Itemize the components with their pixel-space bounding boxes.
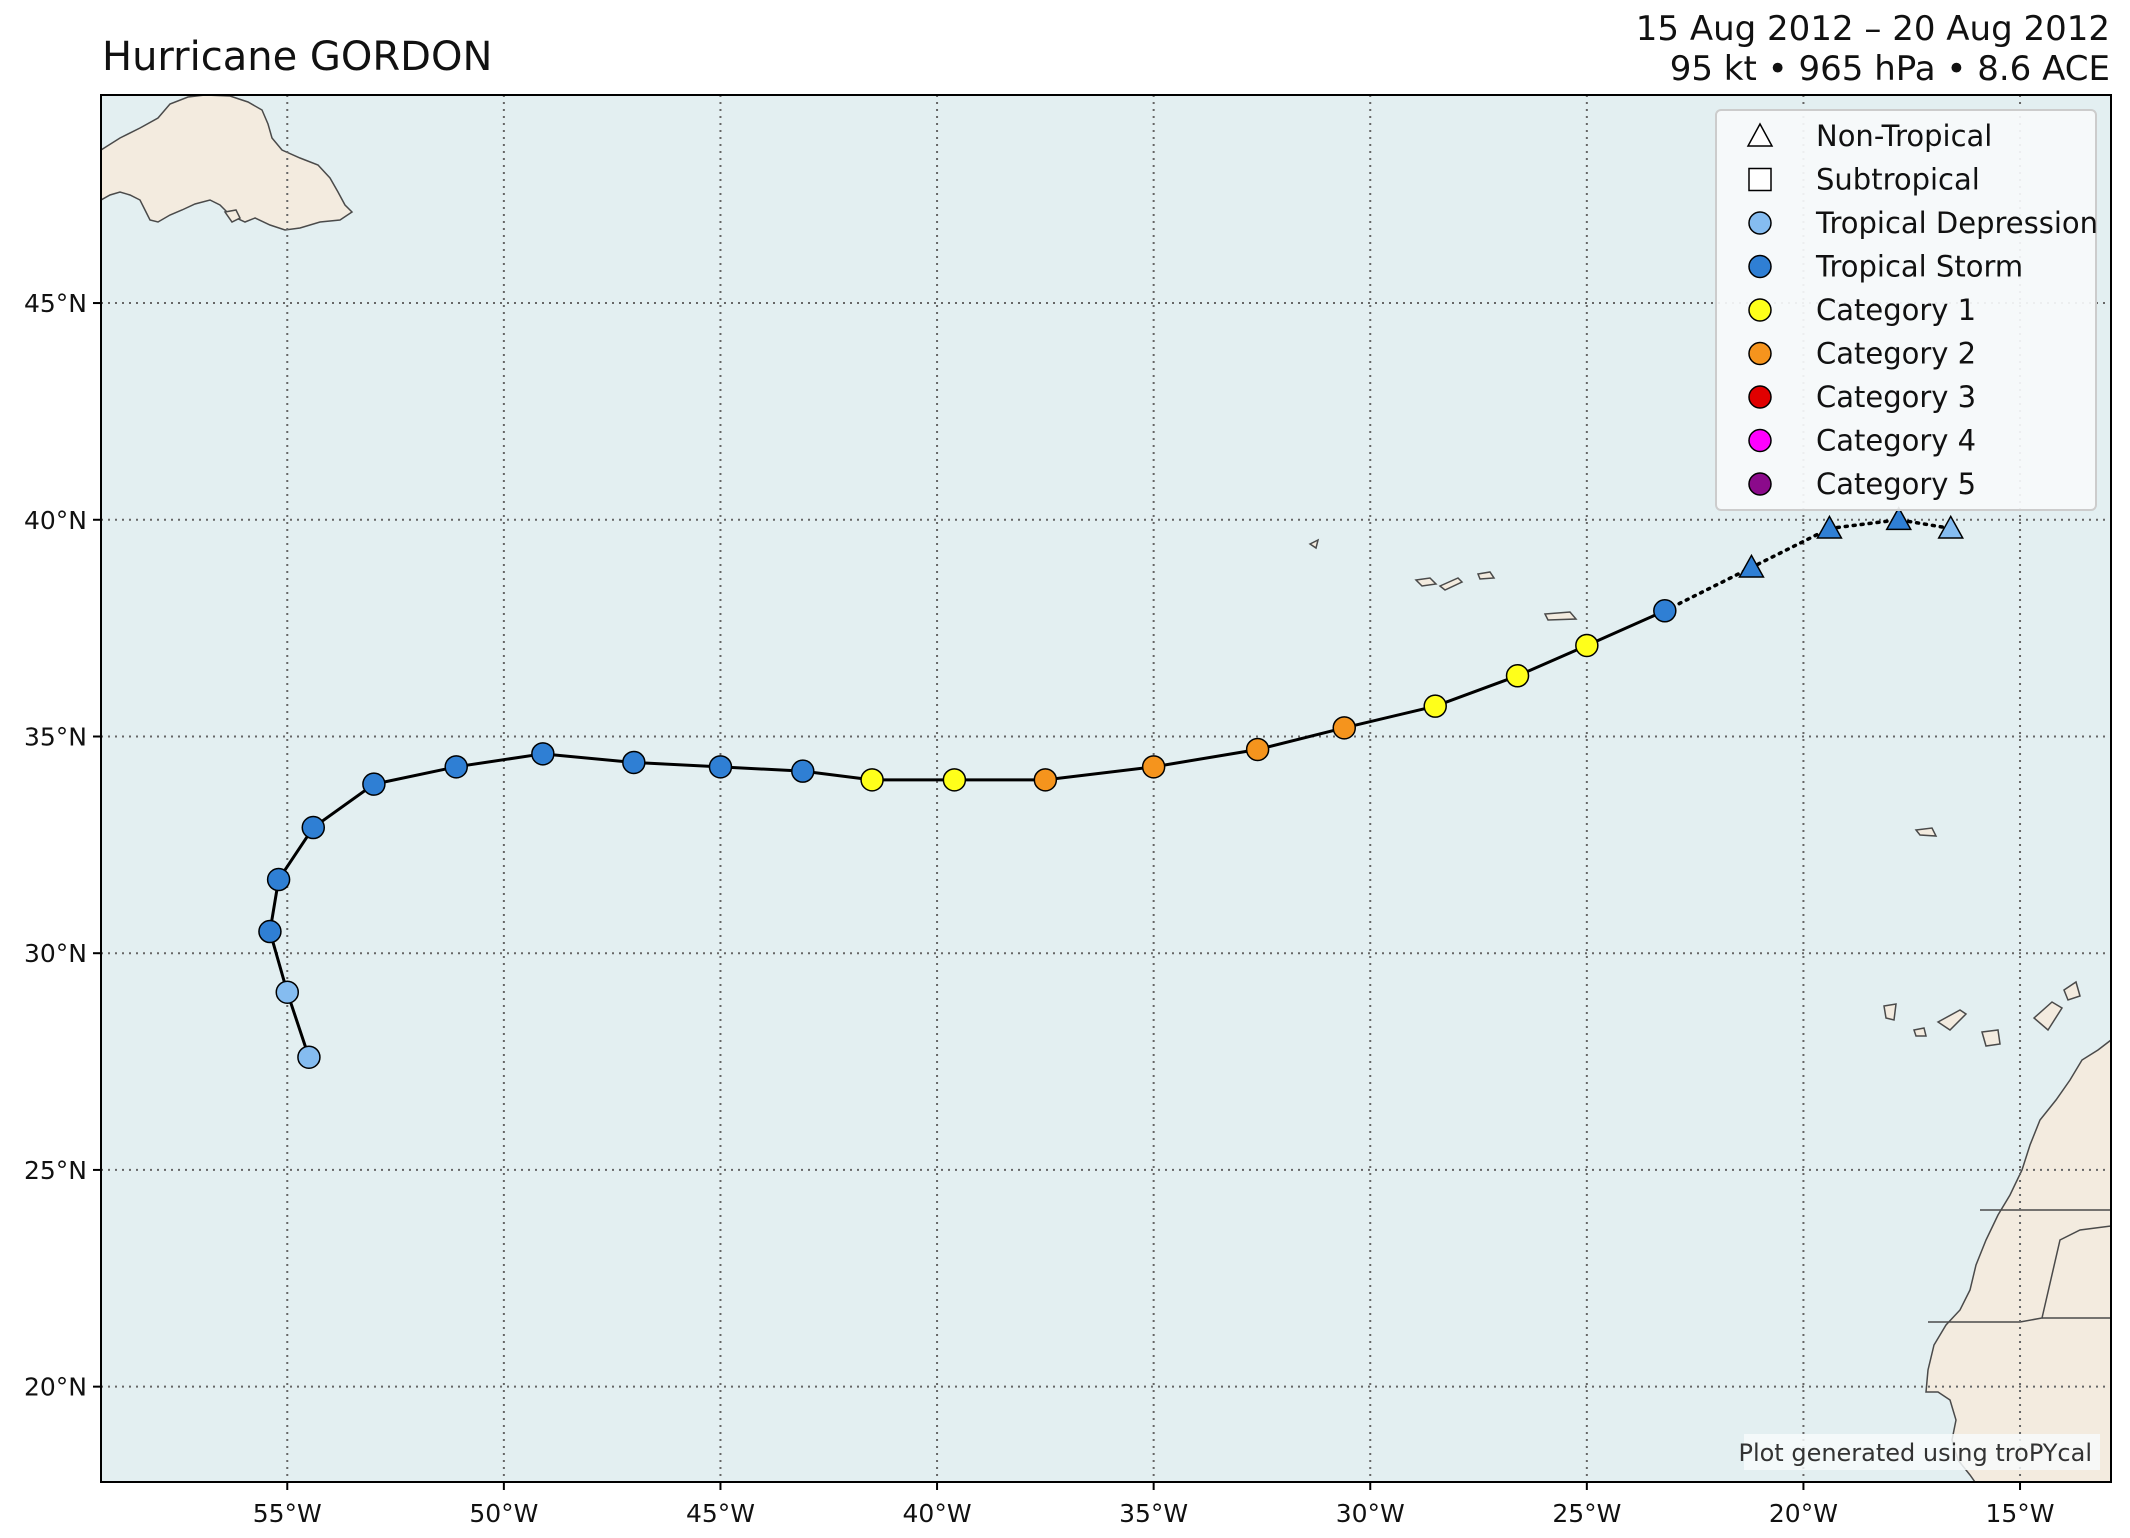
credit-box: Plot generated using troPYcal xyxy=(1738,1434,2100,1470)
graticule-grid xyxy=(101,95,2111,1482)
track-point-triangle xyxy=(1816,514,1843,539)
x-tick-label: 45°W xyxy=(686,1499,755,1528)
track-point xyxy=(708,755,733,779)
track-point-triangle xyxy=(1738,553,1765,578)
x-tick-label: 35°W xyxy=(1119,1499,1188,1528)
track-point-triangle xyxy=(1937,514,1964,539)
plot-frame xyxy=(100,94,2112,1483)
track-point xyxy=(362,772,386,796)
x-tick-label: 55°W xyxy=(253,1499,322,1528)
track-point xyxy=(622,750,646,775)
azores-island-2 xyxy=(1438,577,1464,591)
azores-island-5 xyxy=(1308,538,1320,550)
azores-island-4 xyxy=(1543,611,1578,621)
track-point xyxy=(791,759,815,783)
date-range: 15 Aug 2012 – 20 Aug 2012 xyxy=(1635,9,2110,49)
legend-label: Tropical Depression xyxy=(1815,206,2098,240)
legend-label: Category 4 xyxy=(1816,424,1976,458)
y-tick-label: 40°N xyxy=(24,506,87,535)
longitude-ticks: 55°W 50°W 45°W 40°W 35°W 30°W 25°W 20°W 15°W xyxy=(253,1482,2055,1528)
track-point xyxy=(297,1045,321,1069)
track-point xyxy=(444,755,468,779)
y-tick-label: 20°N xyxy=(24,1373,87,1402)
y-tick-label: 35°N xyxy=(24,722,87,751)
azores-island-1 xyxy=(1414,577,1438,587)
track-point xyxy=(275,980,300,1004)
x-tick-label: 30°W xyxy=(1336,1499,1405,1528)
canary-island-1 xyxy=(1883,1003,1897,1021)
canary-island-4 xyxy=(1981,1029,2001,1047)
track-point xyxy=(531,742,555,766)
storm-stats: 95 kt • 965 hPa • 8.6 ACE xyxy=(1669,49,2110,89)
legend-label: Category 5 xyxy=(1816,467,1976,501)
x-tick-label: 50°W xyxy=(469,1499,538,1528)
track-point xyxy=(1141,755,1166,779)
legend-square-icon xyxy=(1748,167,1772,192)
legend-label: Non-Tropical xyxy=(1816,119,1992,153)
legend-circle-icon xyxy=(1748,211,1772,235)
x-tick-label: 40°W xyxy=(903,1499,972,1528)
track-point xyxy=(1332,716,1357,740)
y-tick-label: 25°N xyxy=(24,1156,87,1185)
legend-label: Category 1 xyxy=(1816,293,1976,327)
madeira-island xyxy=(1914,827,1938,837)
legend-circle-icon xyxy=(1748,385,1772,409)
legend-circle-icon xyxy=(1748,298,1772,322)
track-point xyxy=(1423,694,1447,718)
legend-circle-icon xyxy=(1748,341,1772,366)
border-line-1 xyxy=(1928,1225,2111,1323)
track-point xyxy=(1245,737,1270,762)
newfoundland-island-small xyxy=(223,209,242,223)
track-point xyxy=(1033,768,1058,792)
legend-circle-icon xyxy=(1748,254,1772,279)
azores-island-3 xyxy=(1476,571,1496,580)
latitude-ticks: 45°N 40°N 35°N 30°N 25°N 20°N xyxy=(24,289,101,1402)
track-point xyxy=(301,815,326,840)
track-point xyxy=(1505,664,1530,688)
legend-label: Category 3 xyxy=(1816,380,1976,414)
legend-circle-icon xyxy=(1748,472,1772,496)
legend-label: Tropical Storm xyxy=(1815,250,2023,284)
storm-markers xyxy=(258,506,1964,1069)
track-point-triangle xyxy=(1885,506,1913,531)
track-point xyxy=(860,768,884,792)
track-point xyxy=(1653,599,1677,623)
x-tick-label: 15°W xyxy=(1986,1499,2055,1528)
page-title: Hurricane GORDON xyxy=(102,34,493,80)
credit-text: Plot generated using troPYcal xyxy=(1738,1439,2092,1467)
legend-triangle-icon xyxy=(1746,122,1774,147)
track-point xyxy=(1575,633,1599,658)
canary-island-6 xyxy=(2063,980,2081,1001)
y-tick-label: 30°N xyxy=(24,939,87,968)
legend-label: Subtropical xyxy=(1816,163,1980,197)
track-point xyxy=(942,768,967,792)
canary-island-3 xyxy=(1936,1009,1968,1031)
legend-box xyxy=(1715,109,2097,511)
track-point xyxy=(258,919,282,944)
x-tick-label: 20°W xyxy=(1769,1499,1838,1528)
legend-circle-icon xyxy=(1748,428,1772,453)
y-tick-label: 45°N xyxy=(24,289,87,318)
canary-island-5 xyxy=(2032,1001,2064,1032)
legend-label: Category 2 xyxy=(1816,337,1976,371)
canary-island-2 xyxy=(1913,1027,1927,1037)
x-tick-label: 25°W xyxy=(1552,1499,1621,1528)
legend: Non-Tropical Subtropical Tropical Depressi… xyxy=(1715,109,2098,511)
track-point xyxy=(266,867,291,892)
